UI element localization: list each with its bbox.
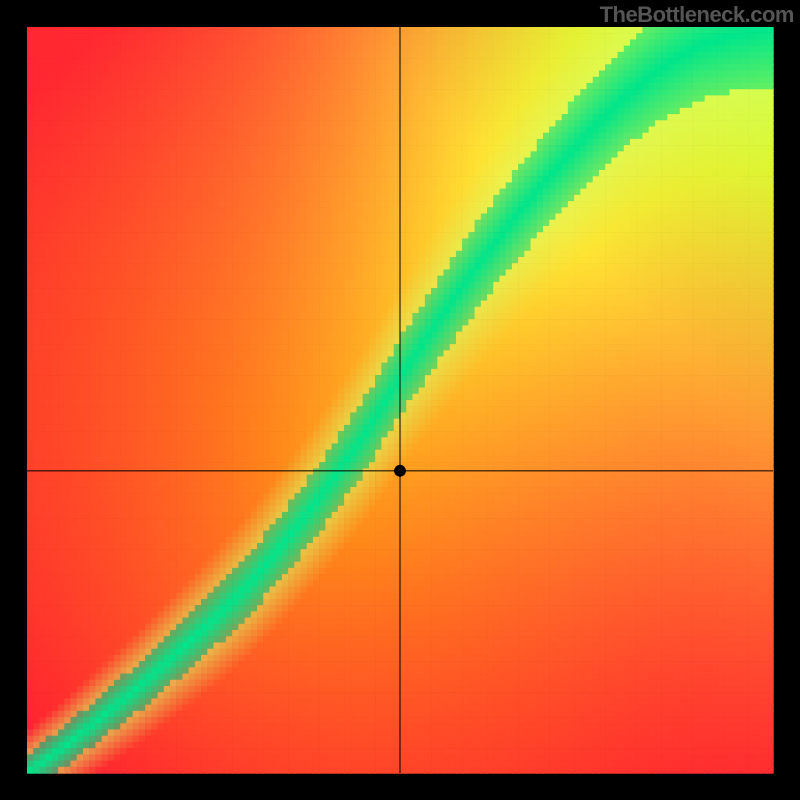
chart-outer: TheBottleneck.com [0, 0, 800, 800]
bottleneck-heatmap-canvas [0, 0, 800, 800]
watermark-text: TheBottleneck.com [600, 2, 794, 28]
